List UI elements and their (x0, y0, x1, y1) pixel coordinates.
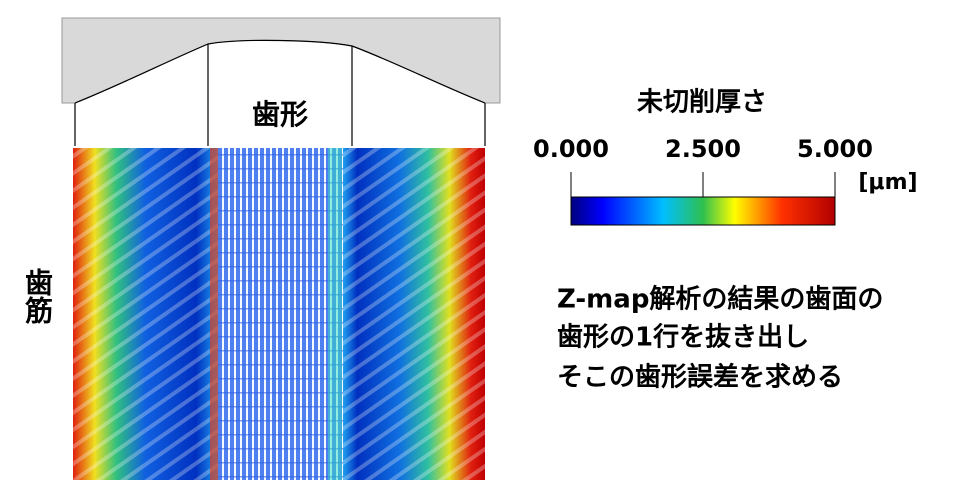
profile-label: 歯形 (252, 98, 308, 131)
note-line: 歯形の1行を抜き出し (557, 322, 809, 353)
note-line: Z-map解析の結果の歯面の (557, 284, 883, 315)
lead-label: 歯筋 (21, 268, 54, 325)
tooth-outline (74, 39, 486, 104)
colorbar-tick-label: 5.000 (797, 135, 873, 163)
heatmap (73, 148, 485, 480)
colorbar-unit: [μm] (858, 170, 917, 195)
note: Z-map解析の結果の歯面の 歯形の1行を抜き出し そこの歯形誤差を求める (557, 284, 883, 393)
colorbar (570, 196, 836, 226)
tooth-shape (61, 17, 501, 104)
colorbar-tick-label: 2.500 (665, 135, 741, 163)
colorbar-title: 未切削厚さ (637, 88, 767, 118)
divider-lines (74, 44, 486, 146)
colorbar-tick-label: 0.000 (533, 135, 609, 163)
note-line: そこの歯形誤差を求める (557, 362, 843, 393)
